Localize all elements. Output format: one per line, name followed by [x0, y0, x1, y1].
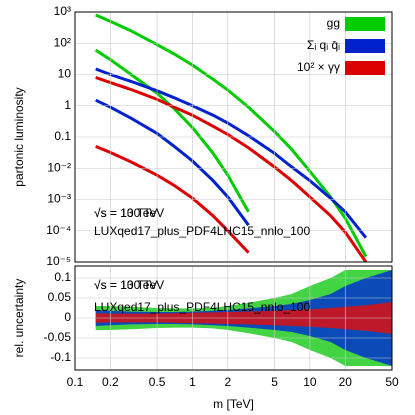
- legend-label: gg: [327, 16, 340, 30]
- x-tick-label: 20: [339, 375, 353, 389]
- series-line: [95, 98, 250, 227]
- x-tick-label: 10: [303, 375, 317, 389]
- y-tick-label: 10⁻³: [47, 192, 71, 206]
- x-tick-label: 0.1: [67, 375, 84, 389]
- annotation: LUXqed17_plus_PDF4LHC15_nnlo_100: [94, 224, 310, 238]
- y-tick-label: 10²: [54, 35, 71, 49]
- legend-label: Σᵢ qᵢ q̄ᵢ: [307, 38, 340, 52]
- x-tick-label: 1: [189, 375, 196, 389]
- x-tick-label: 2: [224, 375, 231, 389]
- y-tick-label: -0.1: [50, 350, 71, 364]
- legend-label: 10² × γγ: [297, 60, 340, 74]
- plot-frame: [74, 11, 393, 263]
- annotation: LUXqed17_plus_PDF4LHC15_nnlo_100: [94, 300, 310, 314]
- y-tick-label: 0.1: [54, 270, 71, 284]
- y-tick-label: -0.05: [44, 330, 72, 344]
- y-tick-label: 1: [64, 98, 71, 112]
- annotation: √s = 100 TeV: [94, 206, 164, 220]
- x-tick-label: 0.2: [102, 375, 119, 389]
- y-tick-label: 10³: [54, 4, 71, 18]
- y-tick-label: 10: [58, 67, 72, 81]
- y-tick-label: 10⁻⁵: [46, 254, 71, 268]
- y-axis-label: partonic luminosity: [12, 87, 26, 186]
- series-line: [95, 145, 250, 254]
- y-axis-label: rel. uncertainty: [12, 279, 26, 358]
- y-tick-label: 0: [64, 310, 71, 324]
- annotation: √s = 100 TeV: [94, 278, 164, 292]
- annotation: √s = 13 TeV: [94, 206, 157, 220]
- x-tick-label: 50: [385, 375, 399, 389]
- y-tick-label: 10⁻²: [47, 160, 71, 174]
- y-tick-label: 10⁻⁴: [46, 223, 71, 237]
- legend-swatch: [345, 61, 385, 75]
- plot-frame: [74, 265, 393, 371]
- x-tick-label: 5: [271, 375, 278, 389]
- x-axis-label: m [TeV]: [213, 397, 254, 411]
- legend-swatch: [345, 17, 385, 31]
- y-tick-label: 0.1: [54, 129, 71, 143]
- legend-swatch: [345, 39, 385, 53]
- y-tick-label: 0.05: [48, 290, 72, 304]
- x-tick-label: 0.5: [149, 375, 166, 389]
- annotation: √s = 13 TeV: [94, 278, 157, 292]
